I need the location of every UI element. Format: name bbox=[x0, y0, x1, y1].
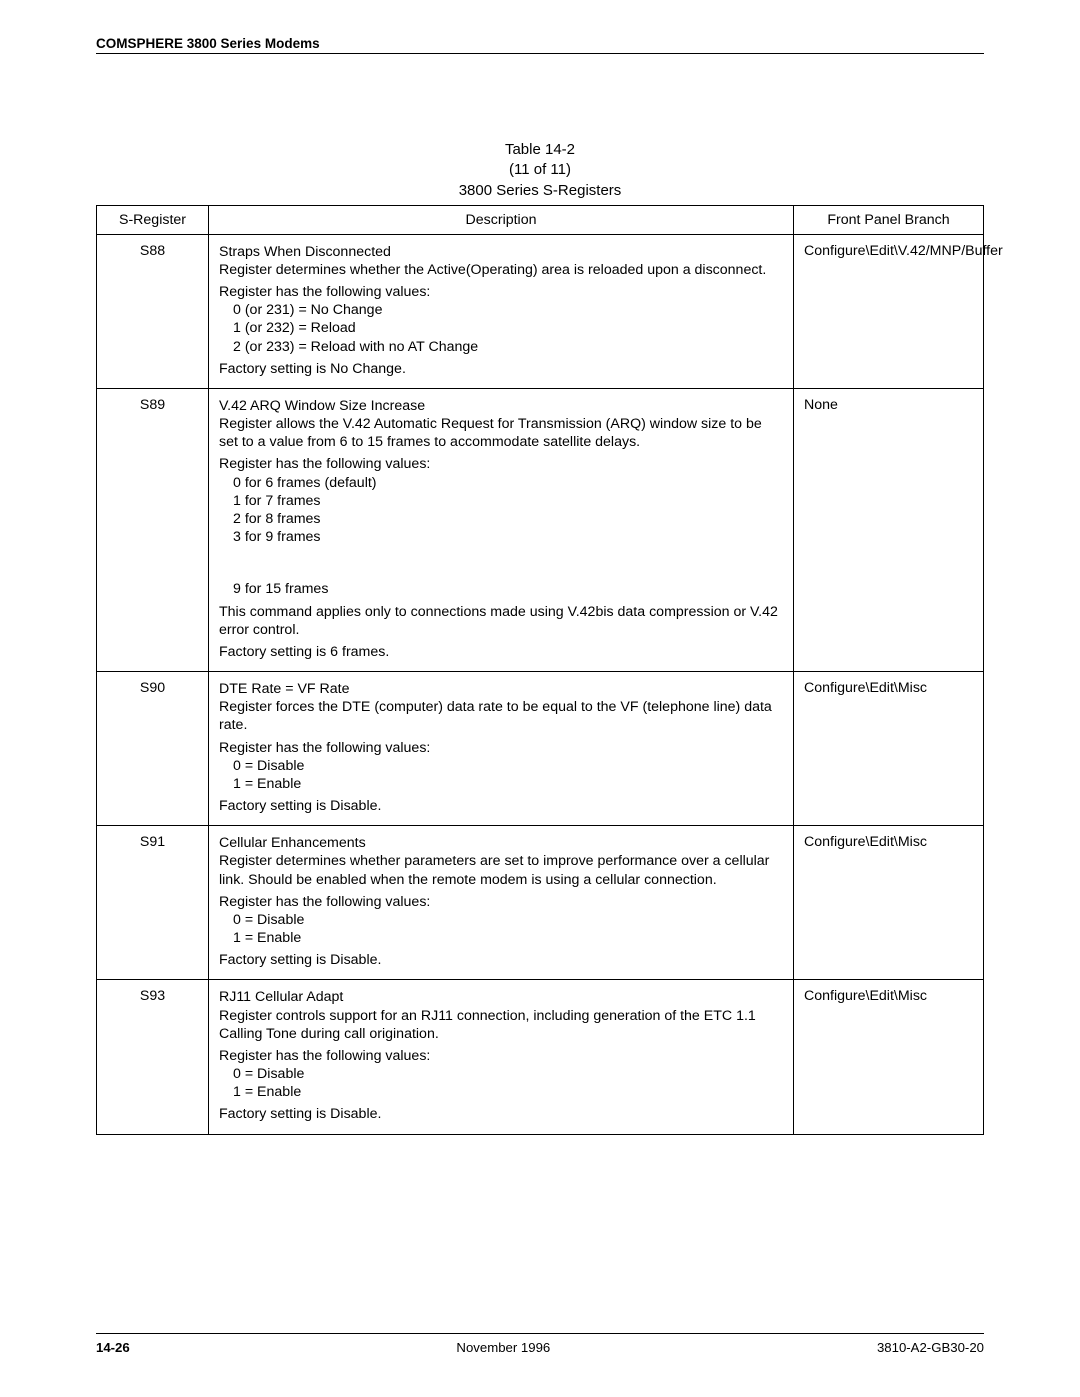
table-row: S91Cellular EnhancementsRegister determi… bbox=[97, 826, 984, 980]
cell-description: DTE Rate = VF RateRegister forces the DT… bbox=[209, 672, 794, 826]
desc-values-list: 0 for 6 frames (default)1 for 7 frames2 … bbox=[233, 474, 783, 547]
desc-value-item: 0 = Disable bbox=[233, 757, 783, 775]
desc-values-label: Register has the following values: bbox=[219, 739, 783, 757]
page-footer: 14-26 November 1996 3810-A2-GB30-20 bbox=[96, 1333, 984, 1355]
cell-branch: Configure\Edit\Misc bbox=[794, 826, 984, 980]
cell-branch: Configure\Edit\V.42/MNP/Buffer bbox=[794, 234, 984, 388]
caption-line-3: 3800 Series S-Registers bbox=[96, 181, 984, 201]
cell-description: RJ11 Cellular AdaptRegister controls sup… bbox=[209, 980, 794, 1134]
desc-value-item: 1 for 7 frames bbox=[233, 492, 783, 510]
desc-factory: Factory setting is Disable. bbox=[219, 1105, 783, 1123]
desc-values-label: Register has the following values: bbox=[219, 283, 783, 301]
desc-title: V.42 ARQ Window Size Increase bbox=[219, 397, 783, 415]
desc-value-item: 0 for 6 frames (default) bbox=[233, 474, 783, 492]
desc-value-item: 0 = Disable bbox=[233, 911, 783, 929]
header-rule bbox=[96, 53, 984, 54]
cell-branch: None bbox=[794, 388, 984, 671]
desc-intro: Register allows the V.42 Automatic Reque… bbox=[219, 415, 783, 451]
desc-value-item: 1 = Enable bbox=[233, 1083, 783, 1101]
cell-register: S89 bbox=[97, 388, 209, 671]
table-row: S93RJ11 Cellular AdaptRegister controls … bbox=[97, 980, 984, 1134]
desc-values-label: Register has the following values: bbox=[219, 893, 783, 911]
footer-page-number: 14-26 bbox=[96, 1340, 130, 1355]
cell-register: S88 bbox=[97, 234, 209, 388]
s-register-table: S-Register Description Front Panel Branc… bbox=[96, 205, 984, 1135]
desc-value-item: 1 = Enable bbox=[233, 775, 783, 793]
desc-title: Straps When Disconnected bbox=[219, 243, 783, 261]
table-row: S88Straps When DisconnectedRegister dete… bbox=[97, 234, 984, 388]
desc-values-list: 0 = Disable1 = Enable bbox=[233, 911, 783, 947]
desc-title: Cellular Enhancements bbox=[219, 834, 783, 852]
cell-branch: Configure\Edit\Misc bbox=[794, 672, 984, 826]
caption-line-2: (11 of 11) bbox=[96, 160, 984, 180]
table-row: S90DTE Rate = VF RateRegister forces the… bbox=[97, 672, 984, 826]
desc-note: This command applies only to connections… bbox=[219, 603, 783, 639]
desc-factory: Factory setting is No Change. bbox=[219, 360, 783, 378]
desc-factory: Factory setting is Disable. bbox=[219, 951, 783, 969]
desc-title: RJ11 Cellular Adapt bbox=[219, 988, 783, 1006]
desc-value-item: 0 = Disable bbox=[233, 1065, 783, 1083]
desc-title: DTE Rate = VF Rate bbox=[219, 680, 783, 698]
caption-line-1: Table 14-2 bbox=[96, 140, 984, 160]
desc-intro: Register controls support for an RJ11 co… bbox=[219, 1007, 783, 1043]
table-header-row: S-Register Description Front Panel Branc… bbox=[97, 205, 984, 234]
table-body: S88Straps When DisconnectedRegister dete… bbox=[97, 234, 984, 1134]
cell-register: S90 bbox=[97, 672, 209, 826]
table-row: S89V.42 ARQ Window Size IncreaseRegister… bbox=[97, 388, 984, 671]
cell-description: Straps When DisconnectedRegister determi… bbox=[209, 234, 794, 388]
desc-value-item: 0 (or 231) = No Change bbox=[233, 301, 783, 319]
cell-description: Cellular EnhancementsRegister determines… bbox=[209, 826, 794, 980]
footer-right: 3810-A2-GB30-20 bbox=[877, 1340, 984, 1355]
desc-values-list: 0 = Disable1 = Enable bbox=[233, 757, 783, 793]
footer-rule bbox=[96, 1333, 984, 1334]
col-header-branch: Front Panel Branch bbox=[794, 205, 984, 234]
running-head: COMSPHERE 3800 Series Modems bbox=[96, 36, 984, 51]
desc-factory: Factory setting is 6 frames. bbox=[219, 643, 783, 661]
desc-continuation: 9 for 15 frames bbox=[233, 580, 783, 598]
desc-values-list: 0 = Disable1 = Enable bbox=[233, 1065, 783, 1101]
desc-intro: Register determines whether parameters a… bbox=[219, 852, 783, 888]
desc-value-item: 1 = Enable bbox=[233, 929, 783, 947]
footer-center: November 1996 bbox=[456, 1340, 550, 1355]
desc-intro: Register forces the DTE (computer) data … bbox=[219, 698, 783, 734]
desc-values-label: Register has the following values: bbox=[219, 455, 783, 473]
footer-row: 14-26 November 1996 3810-A2-GB30-20 bbox=[96, 1340, 984, 1355]
desc-value-item: 2 (or 233) = Reload with no AT Change bbox=[233, 338, 783, 356]
desc-value-item: 1 (or 232) = Reload bbox=[233, 319, 783, 337]
desc-value-item: 3 for 9 frames bbox=[233, 528, 783, 546]
col-header-description: Description bbox=[209, 205, 794, 234]
cell-register: S93 bbox=[97, 980, 209, 1134]
cell-description: V.42 ARQ Window Size IncreaseRegister al… bbox=[209, 388, 794, 671]
cell-branch: Configure\Edit\Misc bbox=[794, 980, 984, 1134]
desc-value-item: 2 for 8 frames bbox=[233, 510, 783, 528]
table-caption: Table 14-2 (11 of 11) 3800 Series S-Regi… bbox=[96, 140, 984, 201]
cell-register: S91 bbox=[97, 826, 209, 980]
desc-factory: Factory setting is Disable. bbox=[219, 797, 783, 815]
desc-values-label: Register has the following values: bbox=[219, 1047, 783, 1065]
page: COMSPHERE 3800 Series Modems Table 14-2 … bbox=[0, 0, 1080, 1397]
desc-intro: Register determines whether the Active(O… bbox=[219, 261, 783, 279]
col-header-register: S-Register bbox=[97, 205, 209, 234]
desc-values-list: 0 (or 231) = No Change1 (or 232) = Reloa… bbox=[233, 301, 783, 356]
